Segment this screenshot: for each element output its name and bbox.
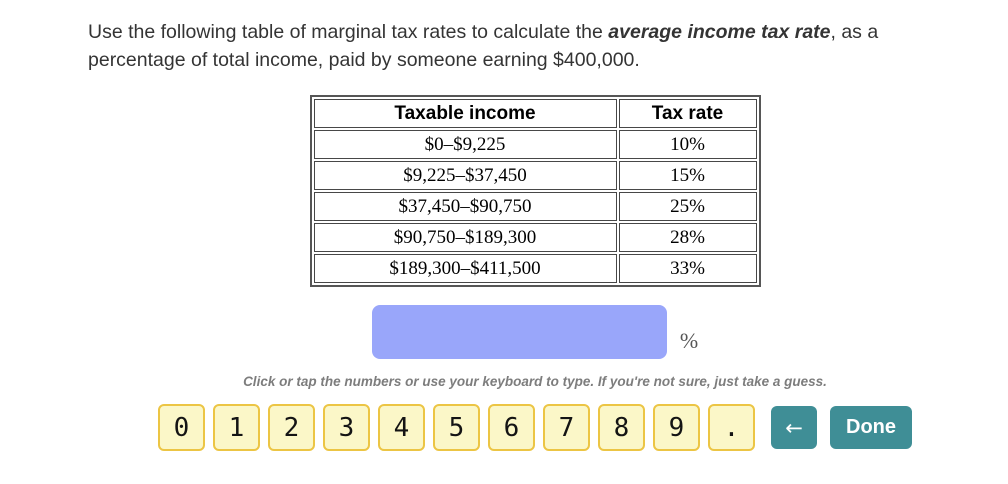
question-text: Use the following table of marginal tax … <box>88 18 948 74</box>
answer-input[interactable] <box>371 305 667 359</box>
income-cell: $189,300–$411,500 <box>313 254 617 283</box>
backspace-button[interactable]: ← <box>771 406 817 449</box>
left-arrow-icon: ← <box>785 415 803 440</box>
key-decimal[interactable]: . <box>708 404 755 451</box>
table-row: $90,750–$189,300 28% <box>313 223 757 252</box>
key-0[interactable]: 0 <box>158 404 205 451</box>
rate-cell: 25% <box>618 192 757 221</box>
key-7[interactable]: 7 <box>543 404 590 451</box>
quiz-container: Use the following table of marginal tax … <box>88 0 982 451</box>
answer-row: % <box>88 305 982 359</box>
rate-cell: 28% <box>618 223 757 252</box>
table-row: $37,450–$90,750 25% <box>313 192 757 221</box>
income-cell: $0–$9,225 <box>313 130 617 159</box>
key-9[interactable]: 9 <box>653 404 700 451</box>
rate-cell: 10% <box>618 130 757 159</box>
rate-cell: 15% <box>618 161 757 190</box>
income-cell: $9,225–$37,450 <box>313 161 617 190</box>
table-row: $189,300–$411,500 33% <box>313 254 757 283</box>
table-header-row: Taxable income Tax rate <box>313 99 757 128</box>
tax-table-wrap: Taxable income Tax rate $0–$9,225 10% $9… <box>88 95 982 287</box>
key-1[interactable]: 1 <box>213 404 260 451</box>
table-row: $9,225–$37,450 15% <box>313 161 757 190</box>
question-suffix: , as a percentage of total income, paid … <box>88 21 879 71</box>
done-button[interactable]: Done <box>830 406 912 449</box>
income-cell: $37,450–$90,750 <box>313 192 617 221</box>
key-6[interactable]: 6 <box>488 404 535 451</box>
key-3[interactable]: 3 <box>323 404 370 451</box>
header-taxable-income: Taxable income <box>313 99 617 128</box>
question-prefix: Use the following table of marginal tax … <box>88 21 609 43</box>
percent-label: % <box>679 328 699 353</box>
key-5[interactable]: 5 <box>433 404 480 451</box>
key-4[interactable]: 4 <box>378 404 425 451</box>
instruction-text: Click or tap the numbers or use your key… <box>243 374 827 389</box>
question-emphasis: average income tax rate <box>608 21 831 43</box>
number-keypad: 0 1 2 3 4 5 6 7 8 9 . ← Done <box>88 404 982 451</box>
rate-cell: 33% <box>618 254 757 283</box>
key-8[interactable]: 8 <box>598 404 645 451</box>
key-2[interactable]: 2 <box>268 404 315 451</box>
header-tax-rate: Tax rate <box>618 99 757 128</box>
tax-rate-table: Taxable income Tax rate $0–$9,225 10% $9… <box>309 95 761 287</box>
table-row: $0–$9,225 10% <box>313 130 757 159</box>
income-cell: $90,750–$189,300 <box>313 223 617 252</box>
